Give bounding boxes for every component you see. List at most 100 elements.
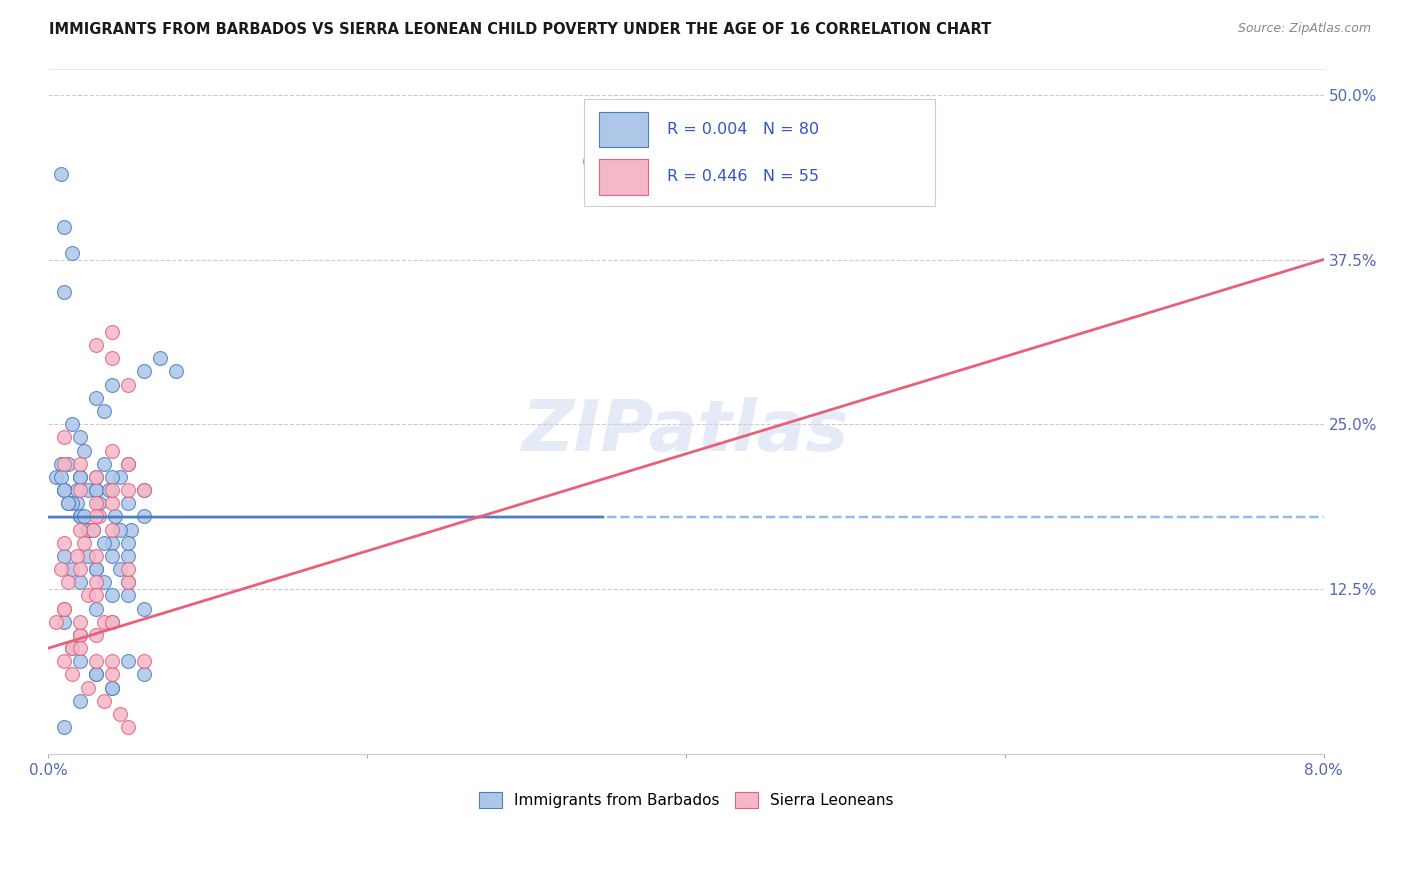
Point [117, 575, 139, 590]
Point [101, 654, 124, 668]
Point [98, 483, 121, 497]
Point [117, 457, 139, 471]
Point [132, 509, 155, 524]
Point [132, 601, 155, 615]
Point [132, 483, 155, 497]
Point [77, 483, 100, 497]
Point [69, 509, 91, 524]
Point [101, 615, 124, 629]
Point [66, 496, 89, 510]
Point [104, 509, 127, 524]
Text: IMMIGRANTS FROM BARBADOS VS SIERRA LEONEAN CHILD POVERTY UNDER THE AGE OF 16 COR: IMMIGRANTS FROM BARBADOS VS SIERRA LEONE… [49, 22, 991, 37]
Point [101, 351, 124, 366]
Point [101, 549, 124, 563]
Point [60, 641, 83, 656]
Point [69, 654, 91, 668]
Point [84, 549, 107, 563]
Point [117, 720, 139, 734]
Point [101, 681, 124, 695]
Point [53, 601, 76, 615]
Point [84, 667, 107, 681]
Point [84, 496, 107, 510]
Point [69, 575, 91, 590]
Point [101, 535, 124, 549]
FancyBboxPatch shape [583, 99, 935, 205]
Point [84, 654, 107, 668]
Point [117, 589, 139, 603]
Point [51, 562, 73, 576]
Point [51, 470, 73, 484]
Point [108, 706, 131, 721]
Point [56, 496, 79, 510]
Point [117, 483, 139, 497]
Point [84, 667, 107, 681]
Text: ZIPatlas: ZIPatlas [522, 397, 849, 466]
Point [84, 483, 107, 497]
Point [69, 615, 91, 629]
Point [89, 496, 111, 510]
Point [56, 496, 79, 510]
Point [53, 549, 76, 563]
Point [45, 470, 67, 484]
Point [84, 470, 107, 484]
Point [101, 443, 124, 458]
Point [120, 523, 142, 537]
Point [69, 628, 91, 642]
Point [69, 562, 91, 576]
Bar [599, 160, 648, 194]
Point [60, 246, 83, 260]
Point [56, 457, 79, 471]
Point [101, 523, 124, 537]
Text: R = 0.004   N = 80: R = 0.004 N = 80 [666, 121, 820, 136]
Text: Source: ZipAtlas.com: Source: ZipAtlas.com [1237, 22, 1371, 36]
Point [84, 601, 107, 615]
Point [132, 667, 155, 681]
Point [108, 470, 131, 484]
Point [132, 364, 155, 378]
Point [101, 483, 124, 497]
Point [53, 285, 76, 300]
Point [82, 523, 104, 537]
Point [69, 694, 91, 708]
Point [93, 575, 115, 590]
Point [93, 694, 115, 708]
Point [132, 654, 155, 668]
Point [101, 496, 124, 510]
Point [53, 535, 76, 549]
Point [84, 589, 107, 603]
Point [72, 509, 94, 524]
Point [72, 443, 94, 458]
Point [93, 457, 115, 471]
Point [117, 575, 139, 590]
Point [53, 615, 76, 629]
Point [53, 430, 76, 444]
Point [56, 575, 79, 590]
Point [60, 641, 83, 656]
Point [84, 562, 107, 576]
Bar [599, 112, 648, 147]
Point [84, 391, 107, 405]
Point [45, 615, 67, 629]
Point [60, 667, 83, 681]
Point [101, 377, 124, 392]
Point [77, 523, 100, 537]
Point [84, 575, 107, 590]
Point [53, 601, 76, 615]
Point [82, 523, 104, 537]
Point [69, 470, 91, 484]
Point [117, 457, 139, 471]
Point [53, 654, 76, 668]
Point [84, 562, 107, 576]
Point [117, 654, 139, 668]
Point [69, 641, 91, 656]
Point [84, 483, 107, 497]
Point [93, 535, 115, 549]
Point [117, 562, 139, 576]
Point [117, 549, 139, 563]
Point [77, 589, 100, 603]
Point [117, 496, 139, 510]
Point [69, 628, 91, 642]
Point [69, 523, 91, 537]
Point [84, 338, 107, 352]
Point [77, 549, 100, 563]
